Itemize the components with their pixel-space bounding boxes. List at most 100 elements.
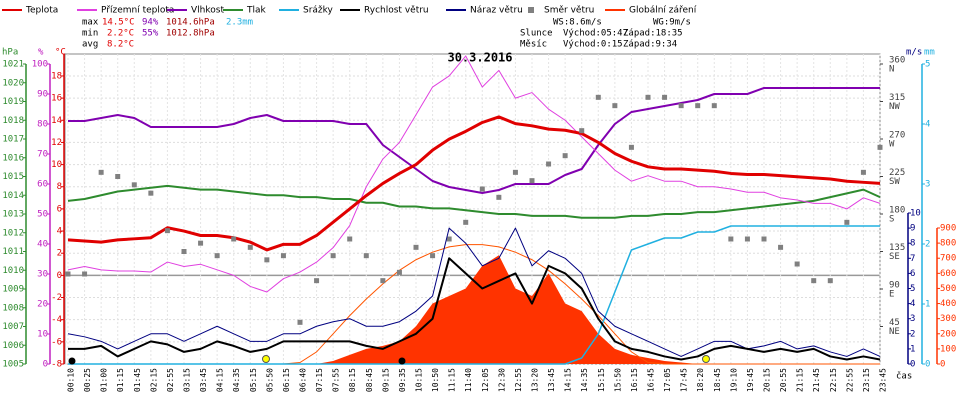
tick-label: 0 [910, 360, 915, 370]
x-tick-label: 22:55 [845, 368, 854, 392]
tick-label: 1021 [2, 60, 24, 70]
tick-label: 1009 [2, 285, 24, 295]
x-tick-label: 04:15 [216, 368, 225, 392]
tick-label: SW [889, 177, 900, 187]
x-tick-label: 01:45 [133, 368, 142, 392]
legend-label: Globální záření [629, 6, 697, 16]
x-tick-label: 15:15 [597, 368, 606, 392]
x-tick-label: 17:45 [680, 368, 689, 392]
legend-label: Vlhkost [191, 6, 224, 16]
x-tick-label: 00:25 [83, 368, 92, 392]
tick-label: 5 [910, 284, 915, 294]
x-tick-label: 16:45 [647, 368, 656, 392]
direction-point [463, 219, 469, 225]
tick-label: 315 [889, 93, 905, 103]
tick-label: 30 [37, 270, 48, 280]
tick-label: 0 [940, 360, 945, 370]
stat: min [82, 29, 98, 39]
moon-marker [68, 357, 76, 365]
tick-label: 1018 [2, 116, 24, 126]
tick-label: 500 [940, 284, 956, 294]
direction-point [430, 253, 436, 259]
direction-point [380, 278, 386, 284]
x-tick-label: 10:50 [431, 368, 440, 392]
tick-label: 60 [37, 180, 48, 190]
tick-label: 0 [43, 360, 48, 370]
x-tick-label: 21:15 [796, 368, 805, 392]
direction-point [860, 169, 866, 175]
tick-label: S [889, 215, 894, 225]
tick-label: 90 [889, 281, 900, 291]
direction-point [761, 236, 767, 242]
tick-label: 1007 [2, 322, 24, 332]
series-area [68, 255, 880, 364]
direction-point [662, 94, 668, 100]
tick-label: NW [889, 102, 900, 112]
stat: Západ:18:35 [623, 29, 683, 39]
tick-label: 900 [940, 224, 956, 234]
direction-point [645, 94, 651, 100]
direction-point [363, 253, 369, 259]
tick-label: 1011 [2, 247, 24, 257]
x-tick-label: 09:35 [398, 368, 407, 392]
tick-label: 6 [57, 204, 62, 214]
tick-label: 1005 [2, 360, 24, 370]
stat: Západ:9:34 [623, 40, 677, 50]
direction-point [82, 271, 88, 277]
tick-label: 10 [910, 209, 921, 219]
stat: max [82, 18, 99, 28]
stat: Slunce [520, 29, 553, 39]
tick-label: 2 [57, 249, 62, 259]
tick-label: 2 [910, 329, 915, 339]
tick-label: 0 [57, 271, 62, 281]
direction-point [198, 240, 204, 246]
stat: 2.3mm [226, 18, 253, 28]
legend-label: Rychlost větru [364, 6, 429, 16]
series-line [67, 55, 881, 293]
tick-label: 40 [37, 240, 48, 250]
x-tick-label: 20:55 [779, 368, 788, 392]
x-tick-label: 12:30 [497, 368, 506, 392]
stat: 55% [142, 29, 159, 39]
tick-label: 1010 [2, 266, 24, 276]
tick-label: 16 [51, 94, 62, 104]
x-tick-label: 16:15 [630, 368, 639, 392]
tick-label: 20 [37, 300, 48, 310]
x-tick-label: 11:15 [448, 368, 457, 392]
direction-point [827, 278, 833, 284]
direction-point [695, 103, 701, 109]
legend-label: Srážky [303, 6, 334, 16]
direction-point [148, 190, 154, 196]
direction-point [529, 178, 535, 184]
chart-title: 30.3.2016 [447, 51, 512, 65]
tick-label: 1014 [2, 191, 24, 201]
x-tick-label: 23:45 [879, 368, 888, 392]
direction-point [595, 94, 601, 100]
tick-label: 7 [910, 254, 915, 264]
direction-point [496, 194, 502, 200]
direction-point [877, 144, 883, 150]
tick-label: -2 [51, 293, 62, 303]
stat: avg [82, 40, 98, 50]
x-tick-label: 19:45 [746, 368, 755, 392]
series-line [68, 87, 880, 194]
series-line [68, 257, 881, 361]
direction-point [811, 278, 817, 284]
x-tick-label: 23:15 [862, 368, 871, 392]
x-tick-label: 12:55 [514, 368, 523, 392]
tick-label: 360 [889, 56, 905, 66]
tick-label: 10 [51, 160, 62, 170]
x-tick-label: 17:05 [663, 368, 672, 392]
legend-label: Směr větru [544, 6, 594, 16]
direction-point [711, 103, 717, 109]
direction-point [794, 261, 800, 267]
direction-point [98, 169, 104, 175]
tick-label: 1020 [2, 78, 24, 88]
direction-point [264, 257, 270, 263]
tick-label: 6 [910, 269, 915, 279]
x-tick-label: 22:15 [829, 368, 838, 392]
x-tick-label: 08:45 [365, 368, 374, 392]
direction-point [347, 236, 353, 242]
x-tick-label: 20:15 [763, 368, 772, 392]
x-tick-label: 14:35 [580, 368, 589, 392]
